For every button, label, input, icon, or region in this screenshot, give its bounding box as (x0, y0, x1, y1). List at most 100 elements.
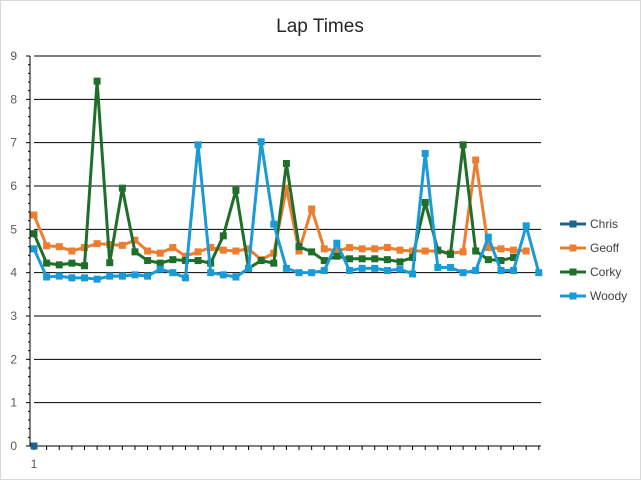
data-point-woody (194, 141, 202, 149)
data-point-geoff (308, 205, 316, 213)
data-point-geoff (55, 243, 63, 251)
data-point-corky (396, 258, 404, 266)
legend-marker-geoff (569, 244, 577, 252)
data-point-geoff (497, 245, 505, 253)
data-point-woody (333, 239, 341, 247)
data-point-woody (522, 222, 530, 230)
data-point-woody (472, 267, 480, 274)
data-point-woody (409, 270, 417, 278)
series-woody (30, 138, 543, 283)
data-point-woody (270, 220, 278, 228)
data-point-woody (459, 269, 467, 277)
legend-marker-corky (569, 268, 577, 276)
data-point-geoff (232, 247, 240, 255)
data-point-woody (484, 233, 492, 241)
data-point-woody (434, 263, 442, 271)
data-point-woody (219, 271, 227, 279)
y-tick-label: 5 (10, 222, 17, 236)
data-point-woody (282, 264, 290, 272)
data-point-woody (396, 265, 404, 273)
data-point-corky (181, 257, 189, 265)
data-point-geoff (245, 245, 253, 253)
data-point-geoff (181, 252, 189, 260)
data-point-woody (308, 269, 316, 277)
series-chris (30, 442, 38, 450)
data-point-corky (358, 255, 366, 263)
y-tick-label: 1 (10, 396, 17, 410)
y-tick-label: 9 (10, 49, 17, 63)
data-point-corky (472, 247, 480, 255)
data-point-woody (421, 150, 429, 157)
data-point-woody (106, 272, 114, 280)
legend-item-woody: Woody (560, 289, 627, 303)
data-point-woody (55, 272, 63, 280)
data-point-geoff (295, 247, 303, 255)
data-point-corky (270, 259, 278, 267)
data-point-woody (446, 263, 454, 271)
data-point-corky (68, 259, 76, 267)
data-point-geoff (320, 245, 328, 253)
chart-title: Lap Times (276, 16, 364, 37)
data-point-corky (118, 184, 126, 192)
data-point-corky (409, 254, 417, 261)
data-point-woody (383, 267, 391, 274)
data-point-corky (144, 257, 152, 265)
data-point-geoff (522, 247, 530, 255)
data-point-corky (93, 77, 101, 85)
data-point-geoff (510, 246, 518, 254)
data-point-corky (333, 252, 341, 260)
legend-marker-woody (569, 292, 577, 300)
data-point-woody (207, 269, 215, 277)
data-point-woody (497, 267, 505, 274)
data-point-woody (131, 271, 139, 279)
legend-label-woody: Woody (590, 289, 627, 303)
data-point-woody (232, 273, 240, 281)
legend-marker-chris (569, 220, 577, 228)
data-point-geoff (472, 156, 480, 164)
data-point-geoff (43, 242, 51, 250)
data-point-geoff (156, 249, 164, 257)
data-point-corky (383, 256, 391, 264)
data-point-corky (55, 261, 63, 269)
data-point-corky (446, 250, 454, 258)
data-point-corky (43, 259, 51, 267)
y-tick-label: 3 (10, 309, 17, 323)
y-tick-label: 2 (10, 352, 17, 366)
data-point-woody (358, 264, 366, 272)
data-point-geoff (371, 245, 379, 253)
data-point-woody (68, 274, 76, 282)
data-point-geoff (459, 248, 467, 256)
legend-item-geoff: Geoff (560, 241, 620, 255)
data-point-corky (497, 257, 505, 265)
data-point-woody (371, 264, 379, 272)
data-point-geoff (333, 247, 341, 255)
legend-item-chris: Chris (560, 217, 618, 231)
data-point-corky (346, 255, 353, 263)
data-point-corky (169, 256, 177, 264)
data-point-corky (194, 257, 202, 265)
y-tick-label: 4 (10, 266, 17, 280)
data-point-corky (308, 248, 316, 256)
data-point-geoff (282, 184, 290, 192)
data-point-corky (219, 232, 227, 240)
data-point-woody (320, 267, 328, 274)
data-point-woody (295, 269, 303, 277)
data-point-corky (257, 257, 265, 265)
data-point-corky (80, 262, 88, 270)
legend-label-chris: Chris (590, 217, 618, 231)
data-point-geoff (219, 246, 227, 254)
data-point-geoff (484, 244, 492, 252)
legend-label-geoff: Geoff (590, 241, 620, 255)
data-point-geoff (358, 245, 366, 253)
y-tick-label: 8 (10, 92, 17, 106)
data-point-corky (421, 198, 429, 206)
data-point-corky (510, 254, 518, 261)
y-tick-label: 7 (10, 136, 17, 150)
data-point-corky (459, 141, 467, 149)
data-point-woody (181, 274, 189, 282)
data-point-corky (282, 159, 290, 167)
data-point-woody (535, 269, 543, 277)
legend-label-corky: Corky (590, 265, 621, 279)
data-point-woody (346, 267, 353, 274)
